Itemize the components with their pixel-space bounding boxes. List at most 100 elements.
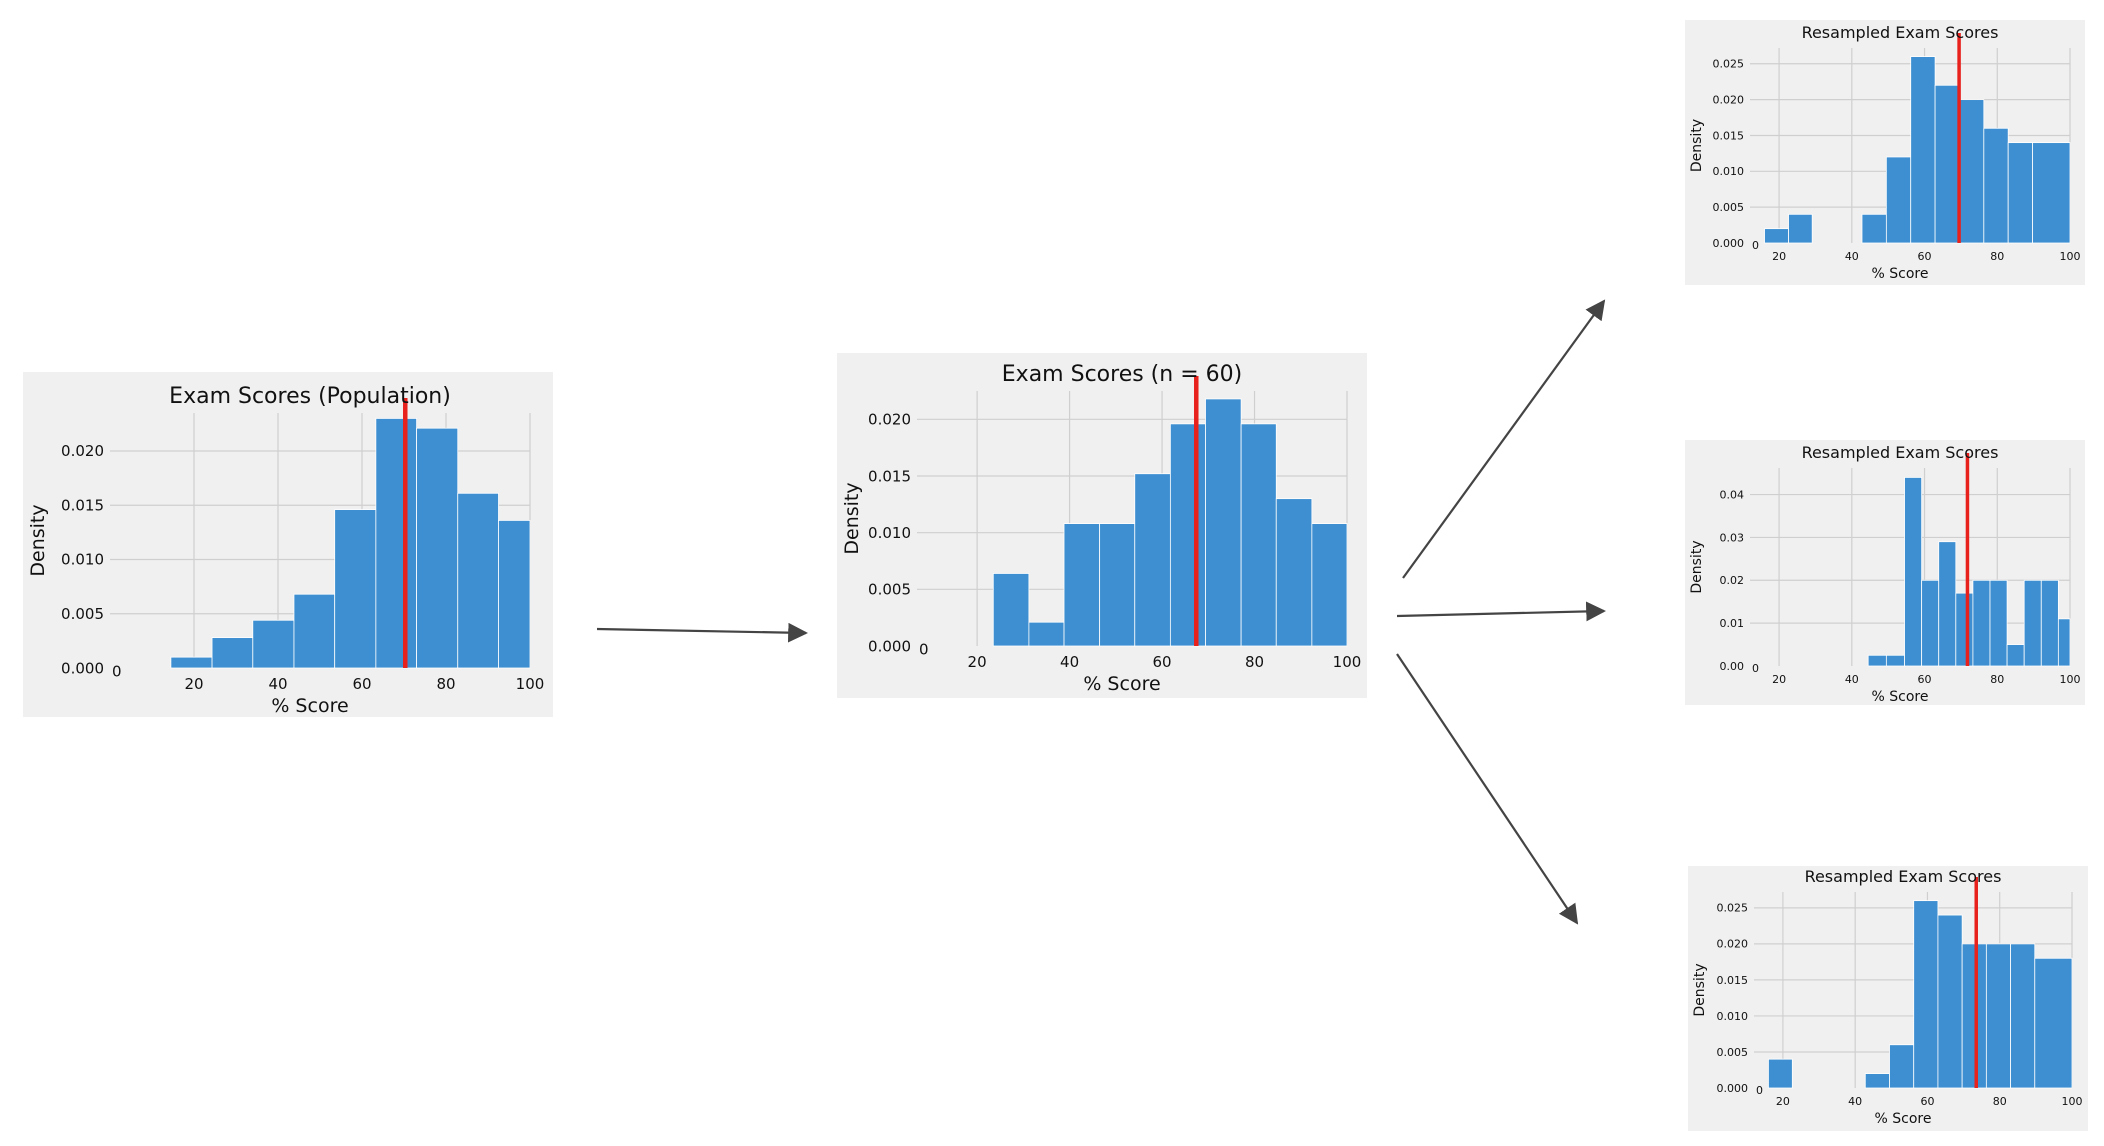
histogram-bar [1240,423,1277,647]
histogram-bar [2023,579,2042,667]
histogram-bar [1989,579,2008,667]
x-tick-label: 40 [1848,1095,1862,1108]
x-tick-label: 40 [268,675,287,693]
histogram-bar [1938,541,1957,667]
histogram-bar [1885,654,1905,667]
x-tick-label: 100 [2060,673,2081,686]
histogram-bar [211,637,254,669]
histogram-bar [1764,228,1789,244]
y-tick-label: 0.015 [61,496,104,514]
histogram-bar [1134,473,1171,647]
sample-histogram-panel: 0 20 40 60 80 100 0.000 0.005 0.010 0.015 0.020 Exa… [837,353,1367,698]
resample-histogram-panel-2: 0 20 40 60 80 100 0.00 0.01 0.02 0.03 0.04 Resample… [1685,440,2085,705]
histogram-bar [1063,523,1101,647]
histogram-bar [1904,477,1923,667]
y-tick-label: 0.000 [1717,1082,1749,1095]
y-axis-label: Density [1689,119,1705,172]
x-tick-label: 100 [2060,250,2081,263]
arrow-sample-to-resample-1 [1402,299,1606,579]
x-tick-label: 20 [184,675,203,693]
resample-histogram-panel-1: 0 20 40 60 80 100 0.000 0.005 0.010 0.015 0.020 0.0… [1685,20,2085,285]
y-tick-label: 0.04 [1720,488,1745,501]
histogram-bar [1955,592,1974,667]
y-tick-label: 0.020 [1717,938,1749,951]
arrow-sample-to-resample-2 [1396,601,1606,622]
y-tick-label: 0.010 [1713,165,1745,178]
x-tick-label: 80 [1993,1095,2007,1108]
histogram-bar [1861,213,1887,244]
x-tick-label: 40 [1845,250,1859,263]
y-tick-label: 0.015 [1713,129,1745,142]
histogram-bar [1972,579,1991,667]
histogram-bar [2040,579,2059,667]
y-tick-label: 0.02 [1720,574,1745,587]
histogram-bar [2010,943,2036,1089]
histogram-bar [334,509,377,669]
y-tick-label: 0.000 [868,637,911,655]
x-axis-label: % Score [271,695,348,717]
histogram-bar [170,656,213,669]
y-tick-label: 0.025 [1713,58,1745,71]
y-tick-label: 0.005 [1713,201,1745,214]
x-axis-label: % Score [1872,689,1929,705]
histogram-bar [1768,1058,1793,1089]
histogram-bar [1961,943,1987,1089]
arrow-sample-to-resample-3 [1396,653,1579,925]
histogram-bar [1913,900,1939,1089]
histogram-bar [1275,498,1313,647]
y-axis-label: Density [1689,540,1705,593]
y-tick-label: 0.005 [1717,1046,1749,1059]
y-tick-label: 0.005 [61,605,104,623]
histogram-bar [1311,523,1348,647]
y-tick-label: 0.010 [61,551,104,569]
y-axis-label: Density [841,482,863,554]
histogram-bar [252,619,295,669]
histogram-bar [1889,1044,1915,1089]
chart-title: Resampled Exam Scores [1805,867,2002,886]
x-tick-label: 0 [1752,662,1759,675]
x-tick-label: 20 [1772,673,1786,686]
y-tick-label: 0.015 [868,467,911,485]
x-tick-label: 100 [1333,653,1362,671]
histogram-bar [2032,142,2071,244]
histogram-bar [1099,523,1136,647]
x-axis-label: % Score [1875,1111,1932,1127]
x-tick-label: 0 [919,640,929,658]
x-tick-label: 80 [436,675,455,693]
chart-title: Exam Scores (Population) [169,384,451,409]
x-tick-label: 20 [968,653,987,671]
histogram-bar [1983,127,2009,244]
histogram-bar [1169,423,1206,647]
histogram-bar [457,492,499,669]
histogram-bar [1921,579,1940,667]
histogram-bar [1959,99,1985,244]
x-tick-label: 0 [112,662,122,680]
y-axis-label: Density [27,504,49,576]
y-tick-label: 0.010 [1717,1010,1749,1023]
x-tick-label: 80 [1245,653,1264,671]
histogram-bar [992,573,1030,647]
x-tick-label: 80 [1990,673,2004,686]
x-tick-label: 0 [1752,239,1759,252]
x-tick-label: 20 [1776,1095,1790,1108]
x-tick-label: 60 [352,675,371,693]
y-tick-label: 0.000 [61,659,104,677]
y-axis-label: Density [1692,963,1708,1016]
histogram-bar [1788,213,1813,244]
histogram-bar [293,593,336,669]
histogram-bar [1985,943,2011,1089]
x-tick-label: 40 [1060,653,1079,671]
histogram-bar [1864,1073,1890,1089]
histogram-bar [498,520,531,669]
y-tick-label: 0.025 [1717,902,1749,915]
x-axis-label: % Score [1083,673,1160,695]
x-tick-label: 0 [1756,1084,1763,1097]
x-tick-label: 60 [1918,250,1932,263]
x-tick-label: 80 [1990,250,2004,263]
y-tick-label: 0.020 [1713,93,1745,106]
histogram-bar [2057,618,2071,667]
y-tick-label: 0.015 [1717,974,1749,987]
x-axis-label: % Score [1872,266,1929,282]
histogram-bar [2007,142,2033,244]
